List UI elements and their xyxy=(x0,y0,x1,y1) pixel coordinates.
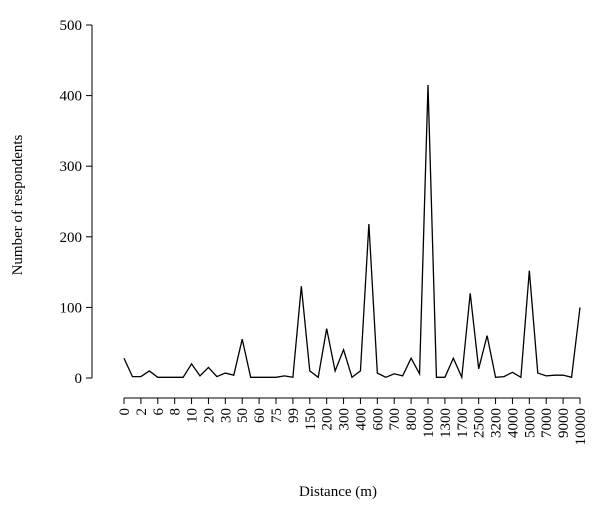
x-tick-label: 400 xyxy=(353,408,369,431)
x-tick-label: 30 xyxy=(218,408,234,423)
x-tick-label: 2 xyxy=(134,408,150,416)
x-tick-label: 150 xyxy=(303,408,319,431)
x-tick-label: 2500 xyxy=(472,408,488,438)
x-tick-label: 5000 xyxy=(522,408,538,438)
x-tick-label: 0 xyxy=(117,408,133,416)
x-tick-label: 10 xyxy=(185,408,201,423)
x-tick-label: 10000 xyxy=(573,408,589,446)
x-tick-label: 1300 xyxy=(438,408,454,438)
x-tick-label: 7000 xyxy=(539,408,555,438)
x-tick-label: 200 xyxy=(320,408,336,431)
x-tick-label: 300 xyxy=(337,408,353,431)
y-tick-label: 400 xyxy=(60,89,83,105)
x-tick-label: 8 xyxy=(168,408,184,416)
x-tick-label: 600 xyxy=(370,408,386,431)
y-tick-label: 500 xyxy=(60,18,83,34)
x-tick-label: 6 xyxy=(151,408,167,416)
y-tick-label: 300 xyxy=(60,159,83,175)
y-tick-label: 0 xyxy=(75,371,83,387)
x-tick-label: 99 xyxy=(286,408,302,423)
x-tick-label: 50 xyxy=(235,408,251,423)
x-tick-label: 9000 xyxy=(556,408,572,438)
x-tick-label: 1000 xyxy=(421,408,437,438)
y-tick-label: 200 xyxy=(60,230,83,246)
x-tick-label: 800 xyxy=(404,408,420,431)
x-tick-label: 3200 xyxy=(489,408,505,438)
y-tick-label: 100 xyxy=(60,300,83,316)
x-axis-label: Distance (m) xyxy=(299,484,377,500)
x-tick-label: 1700 xyxy=(455,408,471,438)
x-tick-label: 4000 xyxy=(505,408,521,438)
x-tick-label: 75 xyxy=(269,408,285,423)
y-axis-label: Number of respondents xyxy=(10,134,26,275)
data-line xyxy=(123,84,581,380)
x-tick-label: 20 xyxy=(201,408,217,423)
x-tick-label: 60 xyxy=(252,408,268,423)
x-tick-label: 700 xyxy=(387,408,403,431)
